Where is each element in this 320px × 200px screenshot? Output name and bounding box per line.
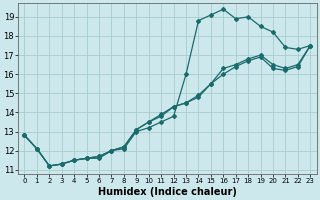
X-axis label: Humidex (Indice chaleur): Humidex (Indice chaleur) [98,187,237,197]
